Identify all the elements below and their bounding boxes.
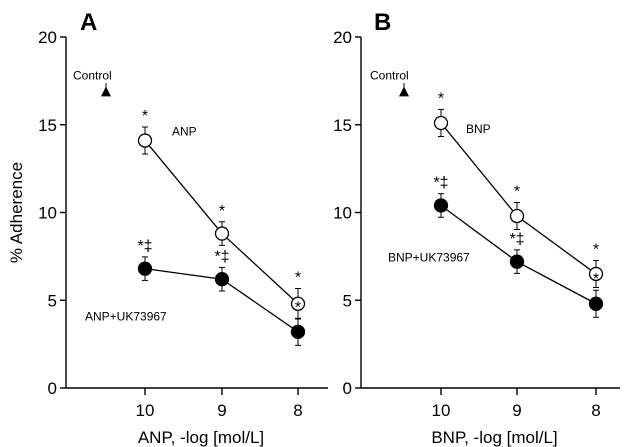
y-tick-label: 20: [38, 28, 57, 47]
x-axis-label: ANP, -log [mol/L]: [138, 428, 264, 447]
significance-mark: *: [593, 241, 599, 258]
control-marker: [399, 86, 409, 97]
open-circle-point: [433, 115, 449, 131]
filled-circle-point: [214, 272, 230, 287]
panel-label: B: [374, 9, 391, 36]
chart-panel-b: 0 5 10 15 20 10 9 8 BNP, -log [mol/L] B Control * * *…: [333, 9, 620, 447]
x-tick-label: 8: [293, 401, 302, 420]
x-tick-label: 9: [217, 401, 226, 420]
significance-mark: *: [295, 269, 301, 286]
open-circle-point: [137, 133, 153, 148]
series-label: ANP+UK73967: [85, 310, 167, 324]
x-tick-label: 10: [136, 401, 155, 420]
significance-mark: *‡: [137, 238, 152, 255]
y-tick-label: 15: [38, 116, 57, 135]
significance-mark: *: [219, 203, 225, 220]
open-circle-point: [509, 208, 525, 224]
open-circle-point: [290, 296, 306, 311]
y-tick-label: 10: [333, 204, 352, 223]
series-label: ANP: [172, 125, 197, 139]
significance-mark: *: [593, 271, 599, 288]
x-tick-label: 8: [591, 401, 600, 420]
chart-panel-a: 0 5 10 15 20 10 9 8 ANP, -log [mol/L] % Adherence…: [7, 9, 328, 447]
series-label: BNP+UK73967: [388, 250, 470, 264]
x-tick-label: 10: [432, 401, 451, 420]
significance-mark: *‡: [433, 175, 448, 192]
y-tick-label: 5: [343, 291, 352, 310]
open-circle-point: [588, 266, 604, 282]
significance-mark: *: [295, 299, 301, 316]
y-tick-label: 0: [343, 379, 352, 398]
control-label: Control: [370, 68, 409, 82]
filled-circle-point: [588, 296, 604, 311]
significance-mark: *: [142, 108, 148, 125]
significance-mark: *‡: [509, 231, 524, 248]
significance-mark: *: [514, 183, 520, 200]
y-axis-label: % Adherence: [7, 162, 26, 263]
significance-mark: *: [438, 90, 444, 107]
panel-label: A: [80, 9, 97, 36]
x-tick-label: 9: [512, 401, 521, 420]
filled-circle-point: [509, 254, 525, 269]
y-tick-label: 20: [333, 28, 352, 47]
x-axis-label: BNP, -log [mol/L]: [431, 428, 557, 447]
series-label: BNP: [466, 122, 491, 136]
y-tick-label: 10: [38, 204, 57, 223]
significance-mark: *‡: [214, 248, 229, 265]
open-circle-point: [214, 226, 230, 241]
control-marker: [101, 86, 111, 97]
y-tick-label: 5: [48, 291, 57, 310]
y-tick-label: 0: [48, 379, 57, 398]
y-tick-label: 15: [333, 116, 352, 135]
filled-circle-point: [290, 324, 306, 339]
control-label: Control: [73, 68, 112, 82]
filled-circle-point: [433, 198, 449, 213]
filled-circle-point: [137, 261, 153, 276]
